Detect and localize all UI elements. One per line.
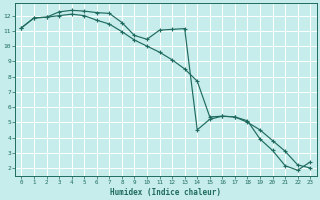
X-axis label: Humidex (Indice chaleur): Humidex (Indice chaleur) [110,188,221,197]
